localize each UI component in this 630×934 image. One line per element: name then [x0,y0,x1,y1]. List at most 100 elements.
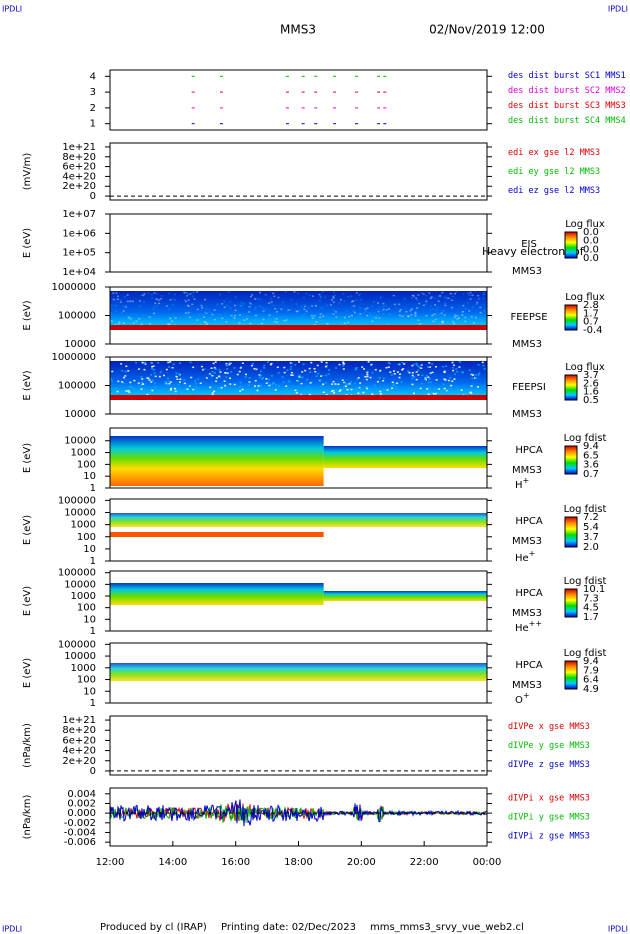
speck [462,371,465,374]
speck [175,375,178,378]
speck [373,311,376,314]
speck [246,318,249,320]
speck [313,324,316,326]
speck [143,293,146,295]
speck [446,389,449,392]
speck [301,376,304,379]
speck [270,375,273,377]
speck [359,298,362,301]
colorbar [564,660,578,690]
speck [415,364,418,366]
speck [195,387,198,390]
speck [334,367,337,369]
speck [242,316,245,318]
y-tick-label: 1e+05 [62,248,96,259]
speck [308,393,311,396]
speck [283,366,286,369]
x-tick-label: 14:00 [158,857,187,868]
speck [290,374,293,376]
speck [356,389,359,392]
speck [469,298,472,300]
speck [361,366,364,368]
speck [307,307,310,309]
speck [233,383,236,386]
speck [407,370,410,373]
speck [139,305,142,307]
speck [117,380,120,383]
speck [280,308,283,310]
speck [233,304,236,307]
speck [420,367,423,369]
speck [453,316,456,319]
colorbar-tick-label: 2.6 [583,378,599,389]
colorbar-tick-label: 0.7 [583,317,599,328]
speck [467,317,470,320]
speck [204,311,207,314]
speck [331,383,334,385]
speck [258,291,261,294]
speck [398,393,401,396]
speck [326,322,329,325]
speck [428,386,431,389]
y-tick-label: 1 [90,119,96,130]
speck [154,375,157,378]
speck [164,381,167,383]
speck [420,382,423,385]
speck [115,292,118,294]
colorbar-tick-label: 2.0 [583,542,599,553]
speck [350,319,353,322]
speck [295,310,298,313]
speck [176,378,179,381]
species-charge: ++ [529,619,542,628]
speck [452,369,455,372]
speck [346,319,349,321]
speck [190,292,193,294]
speck [143,368,146,371]
speck [322,315,325,317]
speck [175,372,178,375]
speck [223,300,226,303]
speck [150,293,153,296]
speck [221,318,224,321]
speck [343,316,346,319]
speck [338,363,341,366]
speck [110,378,113,380]
x-tick-label: 22:00 [410,857,439,868]
speck [407,315,410,318]
speck [371,393,374,396]
speck [200,304,203,307]
speck [414,314,417,317]
speck [357,377,360,379]
speck [223,306,226,309]
speck [287,309,290,311]
colorbar-tick-label: 7.9 [583,665,599,676]
speck [398,376,401,379]
speck [296,380,299,383]
speck [359,388,362,390]
speck [366,373,369,376]
y-tick-label: 100 [77,532,96,543]
colorbar-tick-label: 10.1 [583,584,605,595]
speck [204,298,207,301]
speck [171,320,174,323]
speck [164,383,167,385]
speck [395,385,398,388]
speck [467,321,470,323]
speck [191,393,194,396]
speck [466,301,469,304]
speck [444,304,447,307]
speck [187,292,190,295]
speck [461,310,464,313]
speck [414,311,417,314]
y-tick-label: 10 [83,686,96,697]
speck [421,374,424,377]
speck [250,364,253,367]
speck [309,371,312,374]
speck [402,320,405,322]
speck [179,316,182,319]
speck [297,319,300,322]
speck [430,296,433,298]
speck [268,302,271,304]
y-tick-label: 100 [77,603,96,614]
speck [240,304,243,307]
